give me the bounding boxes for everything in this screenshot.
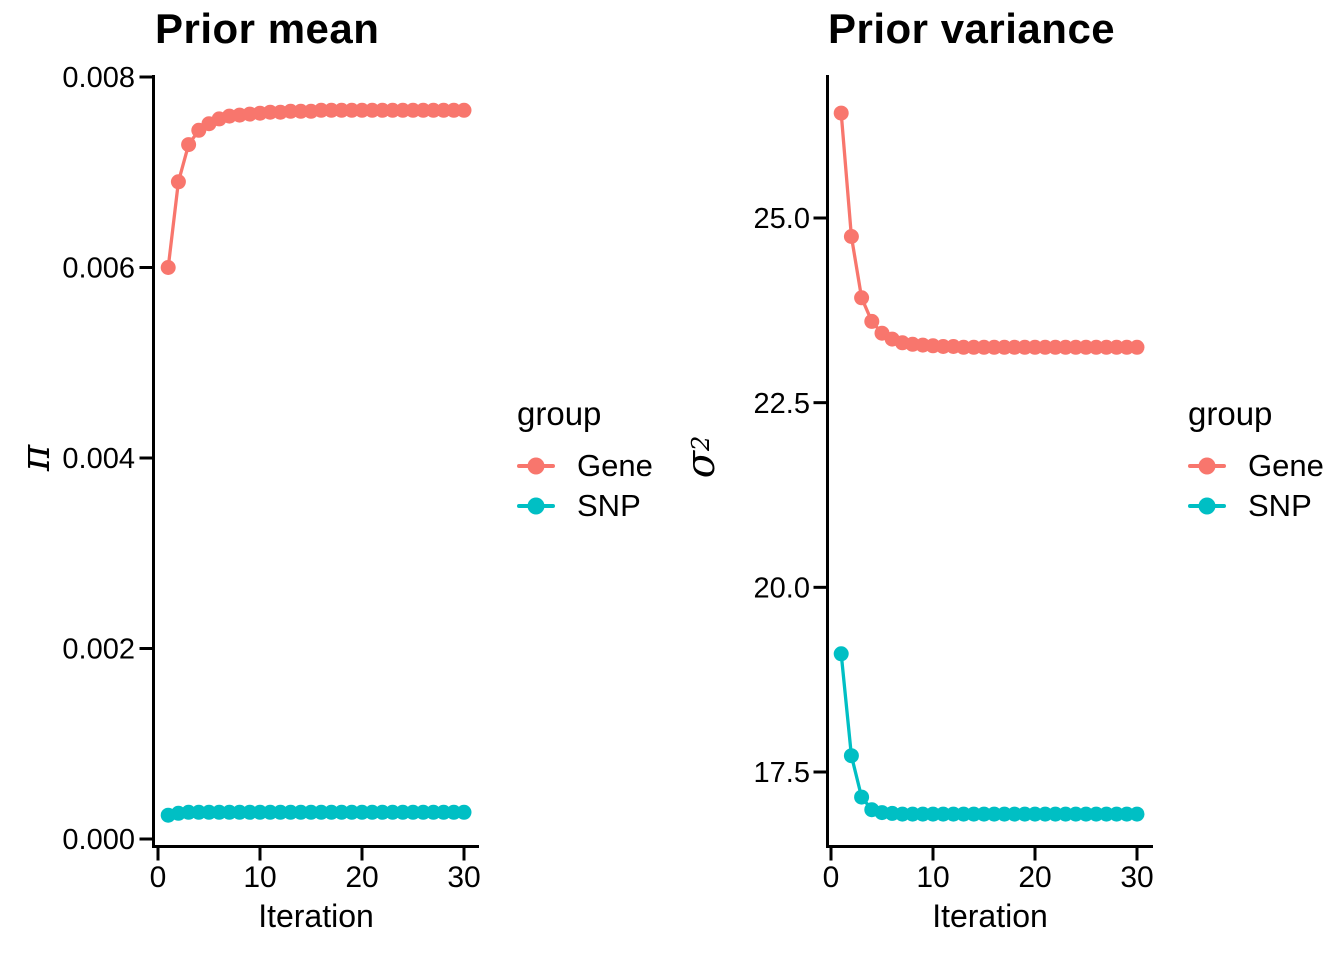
gene-key-icon <box>1188 456 1226 476</box>
legend-right: group Gene SNP <box>1188 394 1324 526</box>
y-tick-label: 0.006 <box>62 253 135 285</box>
snp-key-icon <box>517 496 555 516</box>
x-tick-label: 30 <box>447 861 480 894</box>
legend-title: group <box>1188 395 1273 432</box>
snp-data-point <box>1129 806 1145 822</box>
y-tick-label: 0.000 <box>62 824 135 856</box>
panel-title-prior-variance: Prior variance <box>828 5 1116 52</box>
x-tick-label: 20 <box>1018 861 1051 894</box>
gene-data-point <box>1129 339 1145 355</box>
legend-entry-snp: SNP <box>517 486 653 526</box>
x-tick-label: 30 <box>1120 861 1153 894</box>
gene-key-icon <box>517 456 555 476</box>
legend-entry-snp: SNP <box>1188 486 1324 526</box>
gene-data-point <box>843 229 859 244</box>
y-tick-label: 0.002 <box>62 634 135 666</box>
legend-label-snp: SNP <box>1248 488 1312 523</box>
snp-key-icon <box>1188 496 1226 516</box>
gene-series-line <box>839 111 1139 349</box>
prior-variance-panel: 17.5 20.0 22.5 25.0 0 10 20 30 Prior variance σ… <box>672 0 1344 960</box>
legend-left: group Gene SNP <box>517 394 653 526</box>
prior-variance-plot: 17.5 20.0 22.5 25.0 0 10 20 30 <box>754 75 1154 894</box>
y-axis-title-pi: π <box>12 434 60 482</box>
legend-label-snp: SNP <box>577 488 641 523</box>
x-tick-label: 10 <box>916 861 949 894</box>
y-tick-label: 17.5 <box>754 757 810 789</box>
gene-key-dot <box>1198 457 1216 475</box>
y-axis-title-pi-text: π <box>13 444 59 472</box>
x-axis-title-left: Iteration <box>258 898 374 934</box>
legend-title: group <box>517 395 602 432</box>
gene-data-point <box>181 137 197 153</box>
prior-mean-plot: 0.000 0.002 0.004 0.006 0.008 0 10 20 30 <box>62 62 480 894</box>
snp-data-point <box>456 804 472 820</box>
y-tick-label: 20.0 <box>754 572 810 604</box>
x-tick-label: 0 <box>150 861 167 894</box>
gene-data-point <box>854 290 870 306</box>
gene-data-point <box>456 102 472 118</box>
y-axis-title-sigma-text: σ <box>678 450 724 479</box>
snp-data-point <box>843 748 859 764</box>
legend-label-gene: Gene <box>577 448 653 483</box>
gene-series-line <box>166 108 466 270</box>
legend-label-gene: Gene <box>1248 448 1324 483</box>
x-tick-label: 10 <box>243 861 276 894</box>
gene-key-dot <box>527 457 545 475</box>
prior-mean-panel: 0.000 0.002 0.004 0.006 0.008 0 10 20 30 Prior m… <box>12 5 653 934</box>
gene-data-point <box>864 313 880 329</box>
y-tick-label: 22.5 <box>754 388 810 420</box>
y-tick-label: 0.004 <box>62 443 135 475</box>
legend-entry-gene: Gene <box>517 446 653 486</box>
snp-key-dot <box>527 497 545 515</box>
snp-key-dot <box>1198 497 1216 515</box>
snp-data-point <box>833 646 849 662</box>
snp-data-point <box>854 789 870 805</box>
panel-title-prior-mean: Prior mean <box>155 5 380 52</box>
gene-data-point <box>170 174 186 190</box>
y-tick-label: 25.0 <box>754 203 810 235</box>
x-tick-label: 0 <box>823 861 840 894</box>
snp-series-line <box>839 652 1139 816</box>
gene-data-point <box>160 260 176 275</box>
x-tick-label: 20 <box>345 861 378 894</box>
legend-entry-gene: Gene <box>1188 446 1324 486</box>
x-axis-title-right: Iteration <box>932 898 1048 934</box>
gene-data-point <box>833 105 849 121</box>
y-tick-label: 0.008 <box>62 62 135 94</box>
